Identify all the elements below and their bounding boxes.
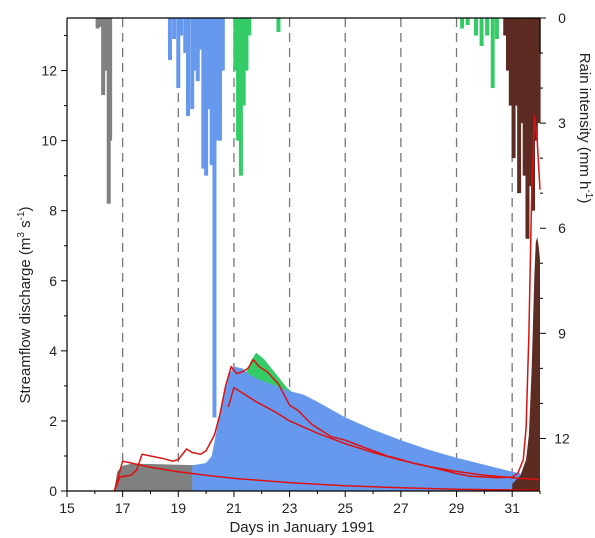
rain-bar-blue-8 [195, 18, 200, 82]
axes [66, 17, 541, 492]
rain-bar-green-11 [485, 18, 490, 36]
rain-bar-blue-9 [198, 18, 203, 50]
rain-bar-brown-0 [503, 18, 508, 36]
rain-bar-brown-12 [536, 18, 541, 124]
rain-tick-label-0: 0 [558, 10, 566, 26]
discharge-area-brown [512, 237, 540, 491]
x-tick-label-23: 23 [282, 500, 298, 516]
rain-bar-brown-5 [517, 18, 522, 194]
rain-bar-blue-7 [192, 18, 197, 71]
rain-bar-gray-5 [108, 18, 113, 141]
rain-bar-blue-2 [176, 18, 181, 89]
x-tick-label-29: 29 [449, 500, 465, 516]
rain-bar-blue-0 [167, 18, 172, 61]
rain-bar-blue-13 [209, 18, 214, 166]
y-tick-label-4: 4 [49, 343, 57, 359]
rain-bar-green-5 [247, 18, 252, 36]
rain-bar-blue-14 [212, 18, 217, 418]
rain-bar-blue-16 [218, 18, 223, 141]
rain-bar-gray-1 [98, 18, 103, 27]
model-lines [113, 115, 541, 492]
x-tick-label-19: 19 [171, 500, 187, 516]
x-tick-label-21: 21 [226, 500, 242, 516]
x-tick-labels: 15 17 19 21 23 25 27 29 31 [59, 491, 541, 516]
y-tick-labels: 0 2 4 6 8 10 12 [41, 35, 67, 499]
rain-bar-green-8 [465, 18, 470, 26]
x-tick-label-31: 31 [504, 500, 520, 516]
y-tick-label-0: 0 [49, 483, 57, 499]
rain-bar-green-2 [238, 18, 243, 176]
rain-axis-label-end: ) [576, 198, 593, 203]
y-axis-label-sup2: -1 [16, 211, 27, 220]
rain-tick-label-9: 9 [558, 325, 566, 341]
rain-bar-blue-3 [179, 18, 184, 36]
rain-tick-label-6: 6 [558, 220, 566, 236]
rain-bar-brown-1 [506, 18, 511, 71]
y-axis-label: Streamflow discharge (m3 s-1) [16, 206, 34, 403]
rain-bar-green-4 [244, 18, 249, 71]
rain-axis-label-sup: -1 [583, 189, 594, 198]
discharge-areas [114, 237, 541, 491]
rain-axis-label: Rain intensity (mm h-1) [576, 53, 594, 204]
y-axis-label-mid: s [17, 220, 34, 232]
y-tick-label-6: 6 [49, 273, 57, 289]
y-axis-label-sup1: 3 [16, 232, 27, 238]
x-tick-label-25: 25 [337, 500, 353, 516]
rain-bar-green-10 [479, 18, 484, 47]
rain-bar-green-12 [490, 18, 495, 89]
rain-bar-brown-2 [508, 18, 513, 106]
rain-bar-brown-3 [511, 18, 516, 159]
rain-tick-label-3: 3 [558, 115, 566, 131]
rain-bar-brown-7 [522, 18, 527, 176]
rain-bar-brown-11 [533, 18, 538, 141]
rain-axis-label-main: Rain intensity (mm h [576, 53, 593, 190]
rain-bar-brown-8 [525, 18, 530, 239]
x-axis-label: Days in January 1991 [229, 519, 374, 536]
rain-bar-green-7 [460, 18, 465, 29]
x-tick-label-15: 15 [59, 500, 75, 516]
x-tick-label-27: 27 [393, 500, 409, 516]
rain-bar-blue-4 [183, 18, 188, 54]
x-tick-label-17: 17 [115, 500, 131, 516]
rain-bars [95, 18, 541, 418]
rain-bar-gray-3 [103, 18, 108, 71]
rain-bar-blue-17 [220, 18, 225, 71]
rain-bar-blue-12 [206, 18, 211, 110]
rain-bar-brown-6 [519, 18, 524, 124]
rain-tick-label-12: 12 [554, 430, 570, 446]
rain-bar-gray-2 [101, 18, 106, 96]
y-tick-label-10: 10 [41, 133, 57, 149]
y-tick-label-12: 12 [41, 63, 57, 79]
rain-bar-blue-5 [186, 18, 191, 117]
rain-bar-blue-15 [215, 18, 220, 141]
rain-bar-blue-1 [172, 18, 177, 40]
discharge-area-blue [192, 366, 521, 491]
y-axis-label-main: Streamflow discharge (m [17, 238, 34, 404]
y-tick-label-8: 8 [49, 203, 57, 219]
model-line-2 [227, 386, 541, 481]
model-line-3 [113, 460, 541, 492]
rain-bar-green-13 [494, 18, 499, 40]
rain-bar-blue-10 [201, 18, 206, 169]
rain-bar-green-3 [241, 18, 246, 106]
rain-bar-green-0 [233, 18, 238, 71]
y-axis-label-end: ) [17, 206, 34, 211]
rain-bar-brown-10 [531, 18, 536, 211]
rain-bar-green-1 [236, 18, 241, 141]
rain-bar-brown-9 [528, 18, 533, 187]
rain-bar-blue-6 [190, 18, 195, 110]
rain-bar-green-6 [276, 18, 281, 33]
rain-tick-labels: 0 3 6 9 12 [540, 10, 570, 446]
y-tick-label-2: 2 [49, 413, 57, 429]
rain-bar-green-9 [474, 18, 479, 36]
rain-bar-gray-0 [95, 18, 100, 29]
rain-bar-brown-4 [514, 18, 519, 106]
rain-bar-blue-11 [204, 18, 209, 176]
